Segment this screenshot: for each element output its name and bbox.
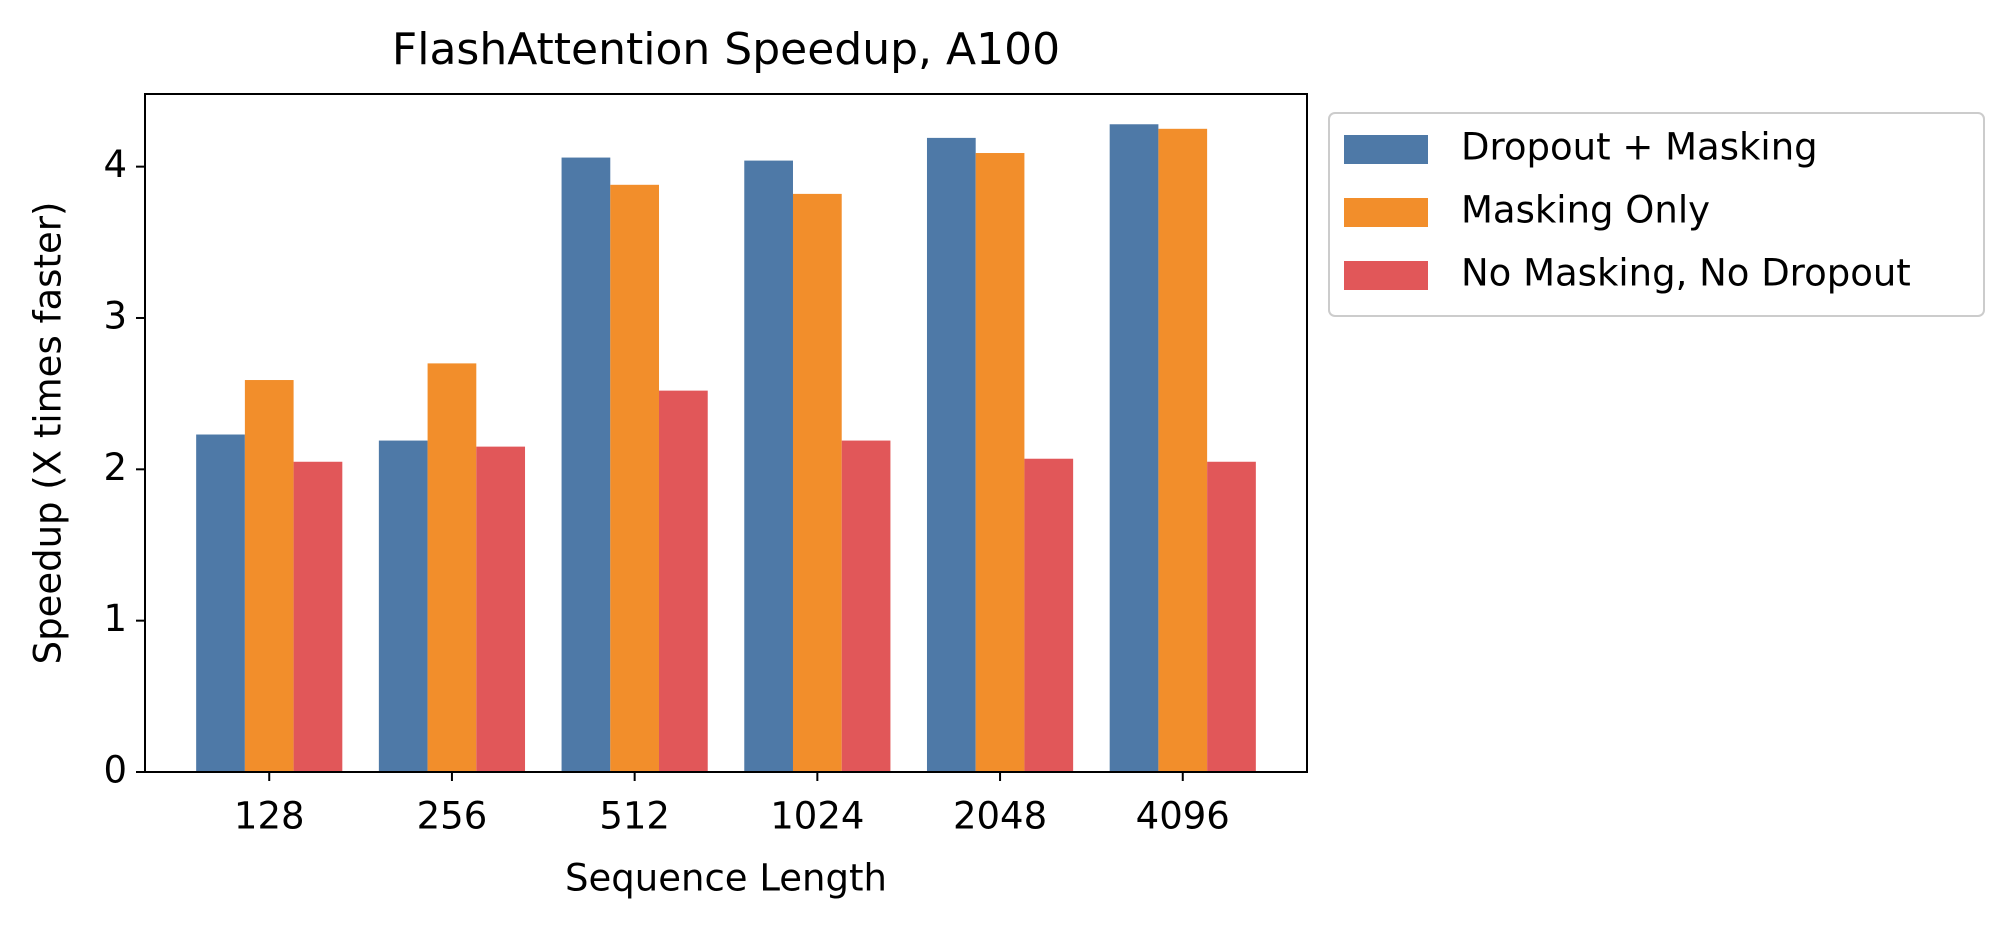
bar [561, 157, 611, 772]
y-tick-label: 0 [103, 749, 127, 792]
y-tick-label: 3 [103, 294, 127, 337]
legend-label: Dropout + Masking [1461, 126, 1818, 169]
bar [744, 160, 793, 772]
x-tick-label: 4096 [1136, 795, 1230, 838]
bar [244, 380, 294, 772]
bar [378, 440, 428, 772]
y-tick-label: 2 [103, 446, 127, 489]
bar [196, 434, 245, 772]
bar [610, 184, 660, 772]
bar [293, 461, 343, 772]
legend-swatch [1344, 198, 1428, 227]
legend-swatch [1344, 135, 1428, 164]
y-tick-label: 4 [103, 143, 127, 186]
legend-swatch [1344, 261, 1428, 290]
bar [1024, 458, 1074, 772]
bar [1109, 124, 1159, 772]
x-tick-label: 1024 [770, 795, 864, 838]
bar [1158, 128, 1208, 772]
x-tick-label: 2048 [953, 795, 1047, 838]
bar [975, 153, 1025, 772]
bar [427, 363, 477, 772]
x-tick-label: 512 [599, 795, 670, 838]
bar [1207, 461, 1256, 772]
y-tick-label: 1 [103, 597, 127, 640]
bar [659, 390, 708, 772]
bar [792, 193, 842, 773]
y-axis-label: Speedup (X times faster) [27, 202, 70, 665]
x-axis-label: Sequence Length [565, 857, 887, 900]
x-tick-label: 128 [234, 795, 305, 838]
x-tick-label: 256 [417, 795, 488, 838]
chart-title: FlashAttention Speedup, A100 [392, 24, 1060, 75]
bar [926, 137, 976, 772]
plot-frame [144, 93, 1308, 773]
legend-box [1328, 112, 1985, 317]
bar [476, 446, 526, 772]
bar [841, 440, 891, 772]
legend-label: Masking Only [1461, 189, 1710, 232]
legend-label: No Masking, No Dropout [1461, 252, 1911, 295]
